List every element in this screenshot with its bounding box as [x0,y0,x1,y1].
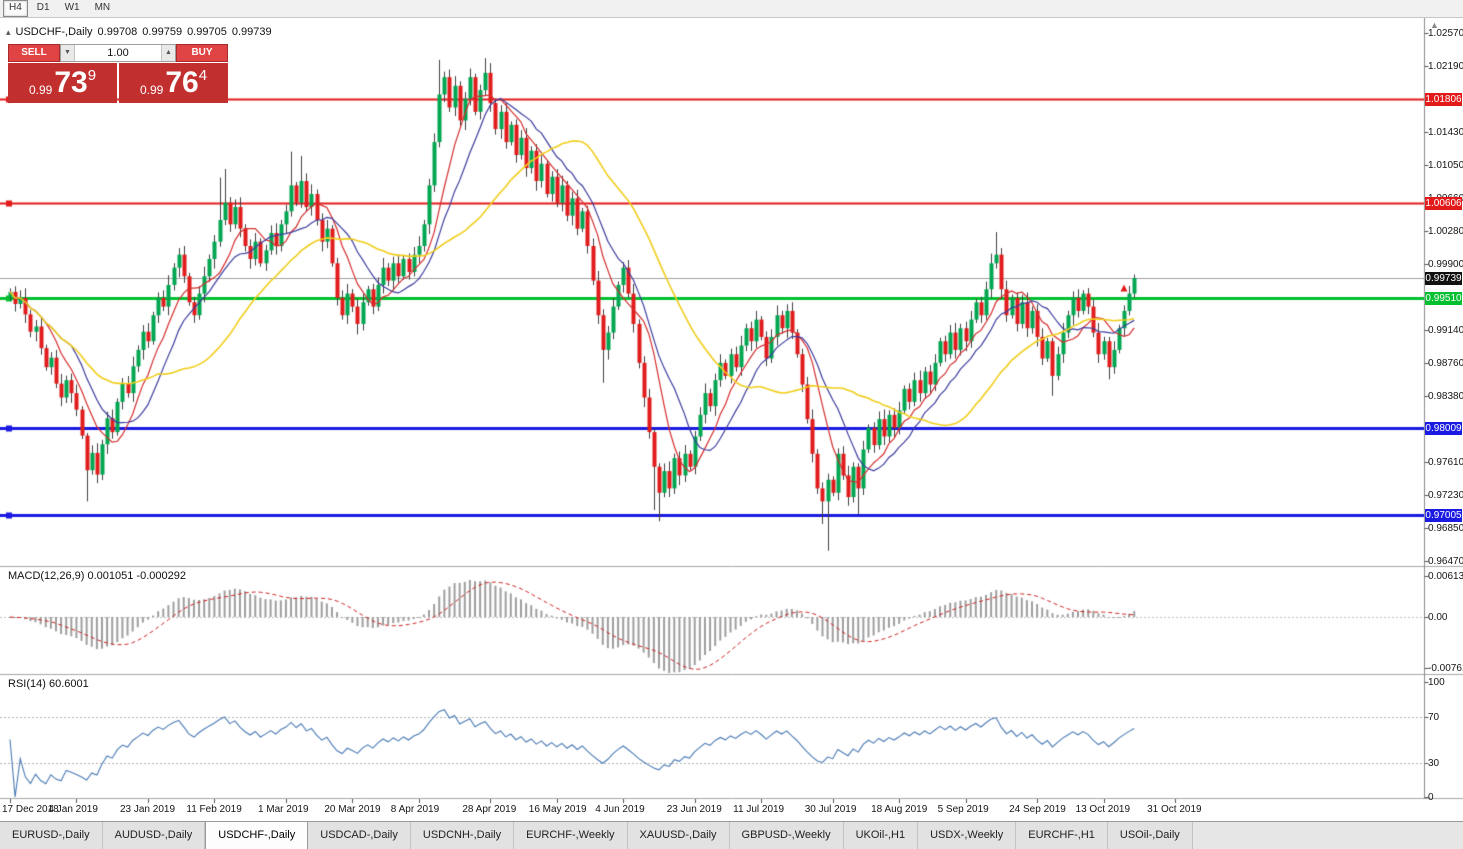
price-axis-tick: 1.02570 [1428,28,1463,39]
macd-axis-tick: 0.00 [1428,612,1448,623]
chart-tabbar: EURUSD-,Daily AUDUSD-,Daily USDCHF-,Daily U… [0,821,1463,849]
timeframe-d1[interactable]: D1 [36,2,50,13]
buy-button[interactable]: BUY [176,44,228,62]
rsi-axis-tick: 0 [1428,792,1434,803]
timeframe-mn[interactable]: MN [94,2,111,13]
date-axis-label: 8 Apr 2019 [390,804,440,815]
date-axis-label: 20 Mar 2019 [324,804,381,815]
chart-tab[interactable]: USDX-,Weekly [918,822,1017,849]
chart-tab[interactable]: USOil-,Daily [1107,822,1193,849]
hline-price-label: 0.97005 [1425,508,1462,522]
quote-low: 0.99705 [187,26,227,38]
price-chart-canvas[interactable] [0,18,1463,821]
bid-price-label: 0.99739 [1425,272,1462,286]
buy-price-prefix: 0.99 [139,83,164,97]
panel-separator[interactable] [0,565,1463,568]
price-axis-tick: 0.97230 [1428,490,1463,502]
sell-button[interactable]: SELL [8,44,60,62]
date-axis-label: 5 Sep 2019 [937,804,989,815]
symbol-period-label: USDCHF-,Daily [15,26,93,38]
chart-area: ▴ USDCHF-,Daily 0.99708 0.99759 0.99 70 5 … [0,18,1463,821]
rsi-axis-tick: 30 [1428,757,1440,769]
chart-tab[interactable]: USDCNH-,Daily [410,822,515,849]
trade-controls-row: SELL ▼ ▲ BUY [8,44,228,62]
hline-price-label: 1.00606 [1425,197,1462,211]
price-axis-tick: 0.99900 [1428,259,1463,271]
buy-price-pip-digit: 4 [198,67,208,84]
sell-price-big-digits: 73 [54,66,88,99]
quote-high: 0.99759 [142,26,183,38]
price-axis-tick: 0.97610 [1428,457,1463,469]
rsi-axis-tick: 70 [1428,711,1440,723]
volume-decrease-button[interactable]: ▼ [61,45,75,61]
chart-tab[interactable]: EURUSD-,Daily [0,822,103,849]
date-axis-label: 11 Feb 2019 [186,804,242,815]
price-axis-tick: 1.00280 [1428,226,1463,238]
quote-close: 0.99739 [231,26,272,38]
panel-separator[interactable] [0,673,1463,676]
timeframe-w1[interactable]: W1 [64,2,80,13]
price-axis-tick: 1.01430 [1428,126,1463,138]
chart-tab[interactable]: EURCHF-,Weekly [514,822,628,849]
volume-input[interactable] [75,45,161,61]
timeframe-toolbar: H4 D1 W1 MN [0,0,1463,18]
date-axis-label: 11 Jul 2019 [733,804,785,815]
sell-price-pip-digit: 9 [87,67,97,84]
hline-price-label: 0.98009 [1425,421,1462,435]
date-axis-label: 23 Jan 2019 [119,804,176,815]
price-axis-tick: 1.01050 [1428,159,1463,171]
scroll-up-icon[interactable]: ▲ [1430,20,1439,30]
rsi-indicator-label: RSI(14) 60.6001 [8,678,89,690]
date-axis-label: 17 Dec 2018 [2,804,59,815]
rsi-axis-tick: 100 [1428,677,1445,688]
price-axis-tick: 0.96470 [1428,556,1463,568]
macd-axis-tick: 0.00613 [1428,570,1463,582]
date-axis-label: 23 Jun 2019 [666,804,722,815]
sell-price-display: 0.99 73 9 [8,63,117,103]
hline-price-label: 0.99510 [1425,291,1462,305]
timeframe-h4[interactable]: H4 [3,0,28,17]
date-axis-label: 13 Oct 2019 [1075,804,1131,815]
chart-tab[interactable]: UKOil-,H1 [843,822,919,849]
date-axis-label: 18 Aug 2019 [871,804,928,815]
date-axis-label: 4 Jan 2019 [48,804,98,815]
collapse-panel-icon[interactable]: ▴ [6,26,11,37]
buy-price-big-digits: 76 [165,66,199,99]
chart-title: ▴ USDCHF-,Daily 0.99708 0.99759 0.99705 … [6,26,272,38]
date-axis-label: 1 Mar 2019 [257,804,309,815]
trade-prices-row: 0.99 73 9 0.99 76 4 [8,63,228,103]
quote-open: 0.99708 [97,26,138,38]
buy-price-display: 0.99 76 4 [119,63,228,103]
hline-price-label: 1.01806 [1425,93,1462,107]
date-axis-label: 31 Oct 2019 [1147,804,1202,815]
volume-increase-button[interactable]: ▲ [161,45,175,61]
sell-price-prefix: 0.99 [28,83,53,97]
chart-tab[interactable]: USDCAD-,Daily [308,822,411,849]
date-axis-label: 30 Jul 2019 [804,804,857,815]
date-axis-label: 28 Apr 2019 [462,804,517,815]
volume-control: ▼ ▲ [60,44,176,62]
chart-tab[interactable]: XAUUSD-,Daily [627,822,730,849]
date-axis-label: 24 Sep 2019 [1009,804,1066,815]
price-axis-tick: 0.96850 [1428,523,1463,535]
date-axis-label: 16 May 2019 [528,804,587,815]
chart-overlays: ▴ USDCHF-,Daily 0.99708 0.99759 0.99 70 5 … [0,18,1463,821]
chart-tab[interactable]: GBPUSD-,Weekly [729,822,844,849]
chart-tab[interactable]: AUDUSD-,Daily [102,822,206,849]
one-click-trade-panel: SELL ▼ ▲ BUY 0.99 73 9 0.99 [8,44,228,103]
price-axis-tick: 1.02190 [1428,60,1463,72]
chart-tab[interactable]: USDCHF-,Daily [205,822,309,849]
chart-tab[interactable]: EURCHF-,H1 [1016,822,1108,849]
price-axis-tick: 0.99140 [1428,324,1463,336]
price-axis-tick: 0.98380 [1428,390,1463,402]
macd-indicator-label: MACD(12,26,9) 0.001051 -0.000292 [8,570,186,582]
price-axis-tick: 0.98760 [1428,357,1463,369]
date-axis-label: 4 Jun 2019 [595,804,645,815]
tabbar-filler [1192,822,1463,849]
